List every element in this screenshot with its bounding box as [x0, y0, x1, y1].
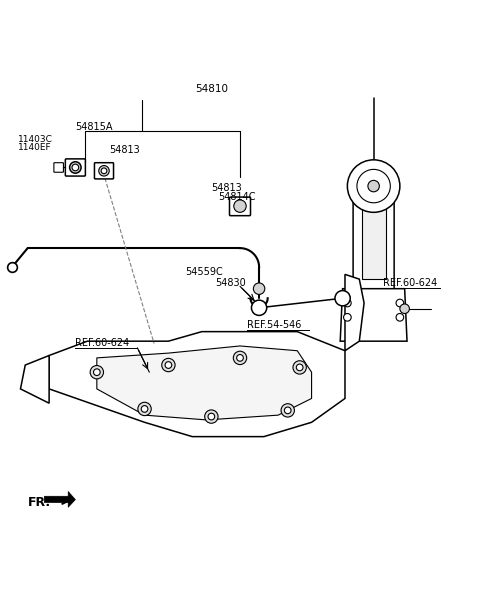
Circle shape — [162, 358, 175, 371]
Text: 54559C: 54559C — [185, 267, 223, 278]
FancyBboxPatch shape — [362, 203, 385, 279]
Circle shape — [138, 402, 151, 416]
Circle shape — [344, 313, 351, 321]
Circle shape — [233, 351, 247, 365]
Circle shape — [344, 299, 351, 307]
FancyBboxPatch shape — [229, 197, 251, 216]
Circle shape — [296, 364, 303, 371]
Text: 11403C: 11403C — [18, 135, 53, 144]
Text: 1140EF: 1140EF — [18, 143, 52, 152]
Circle shape — [234, 200, 246, 212]
Circle shape — [208, 413, 215, 420]
Circle shape — [335, 291, 350, 306]
Circle shape — [237, 355, 243, 361]
Text: 54813: 54813 — [109, 145, 140, 155]
Circle shape — [94, 369, 100, 376]
Text: 54810: 54810 — [195, 84, 228, 94]
Polygon shape — [44, 491, 75, 507]
Circle shape — [400, 304, 409, 313]
Circle shape — [368, 181, 379, 192]
Text: 54814C: 54814C — [218, 192, 256, 202]
Circle shape — [293, 361, 306, 374]
Circle shape — [284, 407, 291, 414]
Text: 54813: 54813 — [211, 183, 242, 193]
Text: FR.: FR. — [28, 496, 51, 509]
Circle shape — [141, 405, 148, 412]
FancyBboxPatch shape — [95, 162, 114, 179]
Circle shape — [101, 168, 107, 174]
Circle shape — [204, 410, 218, 423]
Circle shape — [253, 283, 265, 295]
Circle shape — [357, 170, 390, 203]
Circle shape — [281, 404, 294, 417]
Circle shape — [396, 299, 404, 307]
Text: REF.60-624: REF.60-624 — [383, 278, 437, 288]
Circle shape — [252, 300, 267, 315]
Circle shape — [90, 365, 104, 379]
Circle shape — [72, 164, 79, 171]
Polygon shape — [340, 288, 407, 341]
Circle shape — [165, 362, 172, 368]
Circle shape — [348, 160, 400, 212]
Circle shape — [396, 313, 404, 321]
FancyBboxPatch shape — [65, 159, 85, 176]
Polygon shape — [21, 356, 49, 403]
Text: REF.60-624: REF.60-624 — [75, 338, 130, 348]
Text: 54815A: 54815A — [75, 122, 113, 132]
Polygon shape — [97, 346, 312, 420]
FancyBboxPatch shape — [353, 192, 394, 290]
FancyBboxPatch shape — [54, 162, 63, 172]
Polygon shape — [49, 331, 345, 436]
Circle shape — [99, 165, 109, 176]
Circle shape — [70, 162, 81, 173]
Text: REF.54-546: REF.54-546 — [247, 320, 301, 330]
Text: 54830: 54830 — [215, 278, 246, 288]
Polygon shape — [345, 275, 364, 351]
